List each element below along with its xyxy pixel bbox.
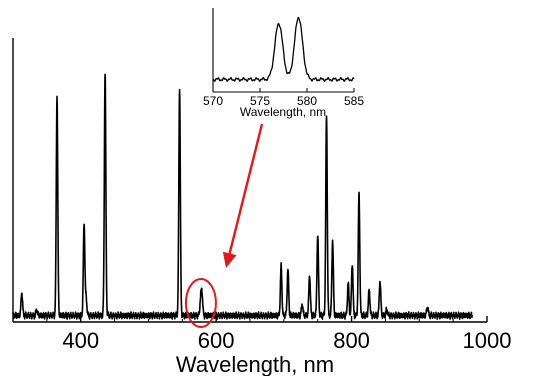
- main-x-axis-label: Wavelength, nm: [176, 352, 334, 376]
- inset-x-axis-label: Wavelength, nm: [240, 105, 326, 119]
- inset-chart: 570 575 580 585 Wavelength, nm: [203, 8, 364, 119]
- spectrum-line: [12, 73, 473, 320]
- inset-x-tick-label: 585: [344, 94, 364, 108]
- main-chart: 400 600 800 1000 Wavelength, nm: [12, 38, 512, 376]
- inset-x-tick-label: 580: [297, 94, 317, 108]
- main-x-axis: 400 600 800 1000: [12, 316, 512, 353]
- inset-spectrum-line: [212, 16, 355, 82]
- main-x-tick-label: 1000: [463, 328, 512, 353]
- highlight-ellipse: [184, 278, 217, 328]
- inset-x-tick-label: 570: [203, 94, 223, 108]
- highlight-arrow-head: [222, 251, 237, 268]
- main-x-tick-label: 800: [333, 328, 370, 353]
- inset-x-tick-label: 575: [250, 94, 270, 108]
- main-x-ticks: 400 600 800 1000: [12, 316, 512, 353]
- main-x-tick-label: 400: [62, 328, 99, 353]
- highlight-arrow: [227, 123, 264, 257]
- main-x-tick-label: 600: [198, 328, 235, 353]
- inset-x-ticks: 570 575 580 585: [203, 88, 364, 108]
